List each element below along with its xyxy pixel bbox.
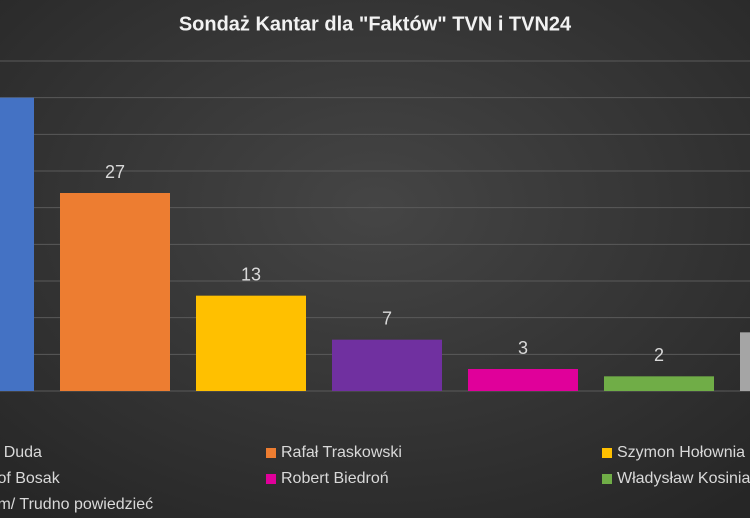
bar bbox=[196, 295, 306, 391]
legend-marker bbox=[602, 448, 612, 458]
value-label: 13 bbox=[241, 264, 261, 284]
chart-title: Sondaż Kantar dla "Faktów" TVN i TVN24 bbox=[179, 13, 572, 35]
bar bbox=[0, 97, 34, 392]
value-label: 3 bbox=[518, 338, 528, 358]
bar bbox=[740, 332, 750, 391]
bar bbox=[60, 193, 170, 391]
legend-label: Robert Biedroń bbox=[281, 470, 389, 487]
legend-label: Andrzej Duda bbox=[0, 444, 42, 461]
legend-label: Krzysztof Bosak bbox=[0, 470, 61, 487]
bar bbox=[468, 369, 578, 391]
legend-label: Szymon Hołownia bbox=[617, 444, 745, 461]
value-label: 27 bbox=[105, 162, 125, 182]
bar bbox=[332, 339, 442, 391]
bar bbox=[604, 376, 714, 391]
value-label: 2 bbox=[654, 345, 664, 365]
legend-marker bbox=[266, 448, 276, 458]
value-label: 7 bbox=[382, 308, 392, 328]
legend-marker bbox=[266, 474, 276, 484]
legend-label: Władysław Kosiniak-Kamysz bbox=[617, 470, 750, 487]
legend-label: Rafał Traskowski bbox=[281, 444, 402, 461]
legend-label: Nie wiem/ Trudno powiedzieć bbox=[0, 496, 153, 513]
legend-marker bbox=[602, 474, 612, 484]
